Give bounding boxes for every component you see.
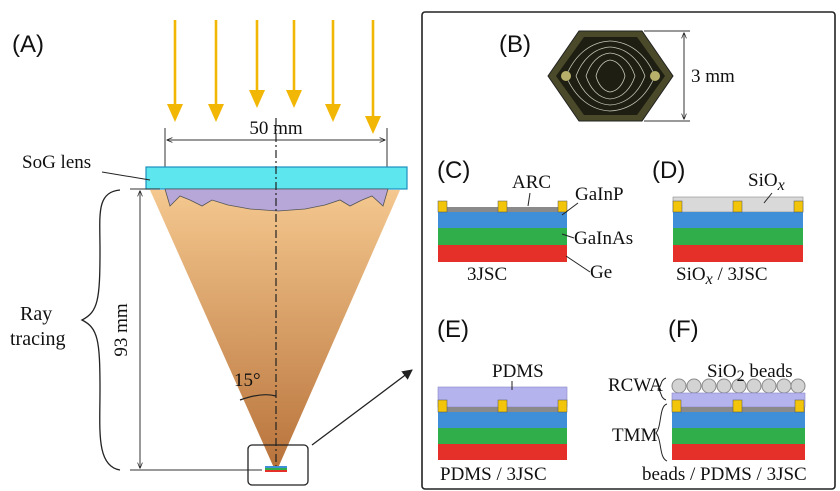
beads-label-post: beads: [745, 361, 793, 382]
silica-bead: [686, 378, 702, 394]
panel-c: (C) ARC GaInP GaInAs Ge 3JSC: [437, 157, 633, 285]
tmm-text: TMM: [612, 425, 658, 446]
panel-e-label: (E): [437, 316, 469, 343]
height-dimension: [130, 188, 262, 471]
panel-f-caption: beads / PDMS / 3JSC: [642, 464, 807, 485]
gainas-layer: [672, 428, 805, 444]
gainas-layer: [438, 428, 567, 444]
gainp-layer: [673, 212, 803, 228]
light-cone: [150, 190, 400, 468]
panel-d-caption-sub: x: [705, 271, 713, 288]
width-label: 50 mm: [249, 118, 303, 139]
size-dimension: [644, 30, 690, 122]
sun-ray-arrow: [167, 20, 183, 122]
contact-finger: [557, 399, 568, 413]
lens-label: SoG lens: [22, 152, 91, 173]
silica-beads: [671, 378, 806, 394]
ge-label: Ge: [590, 262, 612, 283]
sun-ray-arrow: [365, 20, 381, 134]
rcwa-label: RCWA: [608, 375, 663, 396]
grid-fingers: [565, 40, 656, 112]
contact-finger: [732, 200, 743, 213]
ge-layer: [672, 444, 805, 460]
gainp-layer: [438, 412, 567, 428]
panel-d: (D) SiOx SiOx / 3JSC: [652, 157, 804, 288]
tiny-cell-layer: [265, 470, 287, 472]
gainp-label: GaInP: [575, 184, 624, 205]
sun-ray-arrow: [249, 20, 265, 108]
sunlight-arrows: [167, 20, 381, 134]
panel-d-caption-rest: / 3JSC: [713, 264, 768, 285]
siox-label-base: SiO: [748, 170, 778, 191]
sun-ray-arrow: [286, 20, 302, 108]
siox-label-sub: x: [777, 177, 785, 194]
silica-bead: [790, 378, 806, 394]
ge-leader: [565, 255, 591, 273]
gainas-layer: [438, 228, 567, 245]
pdms-label: PDMS: [492, 361, 544, 382]
sun-ray-arrow: [325, 20, 341, 122]
gainas-layer: [673, 228, 803, 245]
ge-layer: [673, 245, 803, 262]
size-label: 3 mm: [691, 66, 735, 87]
contact-finger: [557, 200, 568, 213]
zoom-box: [247, 444, 309, 486]
contact-finger: [671, 399, 682, 413]
ge-layer: [438, 444, 567, 460]
contact-finger: [672, 200, 683, 213]
lens-leader-line: [101, 171, 151, 181]
busbar-pad: [561, 71, 571, 81]
contact-finger: [794, 399, 805, 413]
siox-leader: [763, 192, 773, 204]
busbar-pad: [650, 71, 660, 81]
method-label-ray: Ray: [20, 303, 52, 325]
panel-f: (F) SiO2 beads RCWA TMM beads / PDMS / 3…: [608, 316, 807, 485]
siox-label: SiOx: [748, 170, 785, 194]
gainp-layer: [672, 412, 805, 428]
zoom-arrow: [311, 369, 413, 446]
gainas-leader: [561, 233, 575, 239]
panel-b: (B) 3 mm: [499, 30, 735, 122]
tmm-brace: [655, 403, 668, 462]
beads-label-pre: SiO: [707, 361, 737, 382]
detail-frame: [421, 11, 836, 490]
panel-b-label: (B): [499, 31, 531, 58]
gainas-label: GaInAs: [574, 228, 633, 249]
tiny-cell-layer: [265, 466, 287, 468]
beads-label: SiO2 beads: [707, 361, 793, 385]
gainp-leader: [561, 202, 579, 216]
sun-ray-arrow: [208, 20, 224, 122]
tiny-cell-layer: [265, 468, 287, 470]
contact-finger: [437, 200, 448, 213]
panel-a: (A) 50 mm SoG lens: [10, 20, 413, 486]
arc-leader: [527, 192, 531, 207]
panel-c-label: (C): [437, 157, 470, 184]
panel-c-caption: 3JSC: [467, 264, 507, 285]
panel-d-caption: SiOx / 3JSC: [676, 264, 768, 288]
panel-a-label: (A): [12, 31, 44, 58]
panel-f-label: (F): [668, 316, 699, 343]
contact-finger: [793, 200, 804, 213]
cell-active-area: [556, 37, 665, 115]
angle-label: 15°: [234, 370, 261, 391]
rcwa-brace: [657, 377, 667, 401]
contact-finger: [497, 200, 508, 213]
arc-label: ARC: [512, 172, 551, 193]
contact-finger: [497, 399, 508, 413]
angle-arc: [239, 394, 277, 401]
contact-finger: [437, 399, 448, 413]
contact-finger: [732, 399, 743, 413]
panel-d-caption-base: SiO: [676, 264, 706, 285]
height-label: 93 mm: [111, 303, 132, 357]
panel-e: (E) PDMS PDMS / 3JSC: [437, 316, 568, 485]
ray-tracing-brace: [80, 189, 121, 471]
gainp-layer: [438, 212, 567, 228]
ge-layer: [438, 245, 567, 262]
method-label-tracing: tracing: [10, 328, 66, 350]
silica-bead: [671, 378, 687, 394]
beads-label-sub: 2: [737, 368, 745, 385]
panel-d-label: (D): [652, 157, 685, 184]
panel-e-caption: PDMS / 3JSC: [440, 464, 547, 485]
